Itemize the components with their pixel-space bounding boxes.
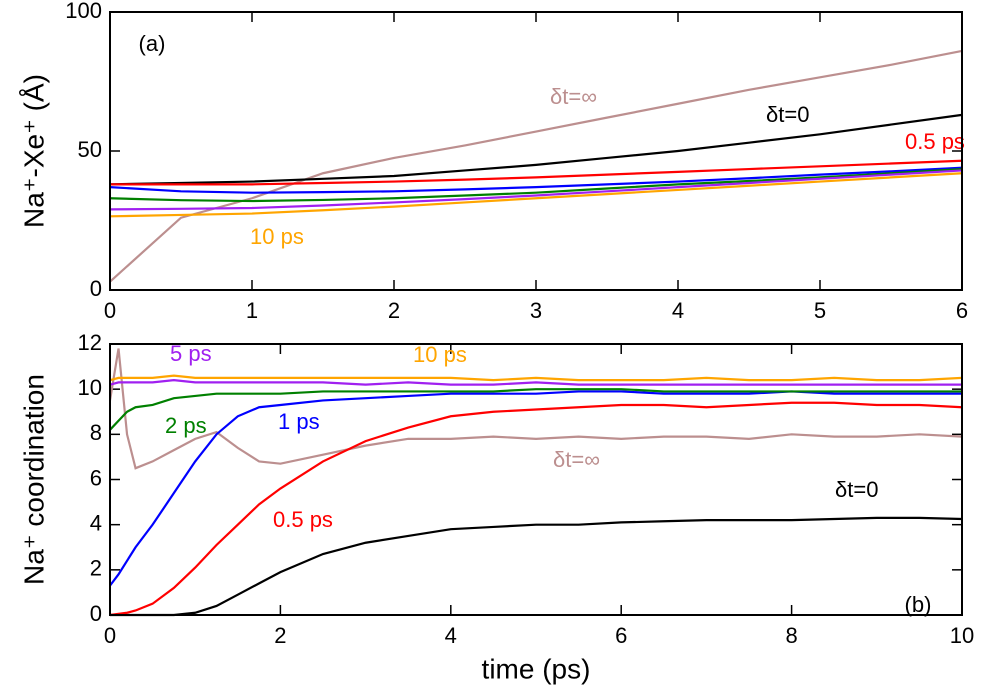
series-label: δt=∞ [553, 447, 600, 472]
x-tick-label: 10 [950, 623, 974, 648]
series-line [109, 169, 963, 211]
x-tick-label: 6 [956, 298, 968, 323]
series-line [110, 516, 963, 617]
series-line [110, 159, 963, 186]
plot-frame [109, 11, 963, 291]
series-label: 10 ps [413, 342, 467, 367]
x-tick-label: 4 [672, 298, 684, 323]
y-tick-label: 8 [90, 420, 102, 445]
x-tick-label: 8 [785, 623, 797, 648]
x-tick-label: 4 [445, 623, 457, 648]
series-line [109, 166, 963, 194]
y-axis-label: Na⁺-Xe⁺ (Å) [18, 74, 49, 228]
series-line [109, 401, 963, 617]
series-label: 0.5 ps [273, 507, 333, 532]
x-tick-label: 2 [274, 623, 286, 648]
x-tick-label: 3 [530, 298, 542, 323]
x-tick-label: 5 [814, 298, 826, 323]
series-label: δt=∞ [550, 84, 597, 109]
series-label: δt=0 [766, 102, 809, 127]
series-line [109, 374, 963, 382]
x-tick-label: 1 [246, 298, 258, 323]
y-tick-label: 0 [90, 601, 102, 626]
series-label: 10 ps [250, 224, 304, 249]
series-label: 2 ps [165, 413, 207, 438]
y-tick-label: 12 [78, 330, 102, 355]
series-line [109, 379, 962, 386]
x-tick-label: 6 [615, 623, 627, 648]
panel-label: (a) [139, 31, 166, 56]
x-tick-label: 2 [388, 298, 400, 323]
series-line [109, 388, 962, 431]
panel-label: (b) [905, 592, 932, 617]
series-line [108, 348, 963, 470]
series-line [109, 113, 963, 186]
series-line [109, 49, 963, 283]
y-axis-label: Na⁺ coordination [18, 374, 49, 585]
y-tick-label: 6 [90, 465, 102, 490]
x-axis-label: time (ps) [482, 653, 591, 684]
y-tick-label: 2 [90, 556, 102, 581]
series-label: δt=0 [835, 477, 878, 502]
y-tick-label: 0 [90, 276, 102, 301]
plot-frame [109, 343, 963, 616]
series-label: 1 ps [278, 409, 320, 434]
series-label: 0.5 ps [905, 129, 965, 154]
y-tick-label: 100 [65, 0, 102, 23]
x-tick-label: 0 [104, 298, 116, 323]
y-tick-label: 10 [78, 375, 102, 400]
x-tick-label: 0 [104, 623, 116, 648]
y-tick-label: 50 [78, 137, 102, 162]
series-line [109, 167, 963, 203]
series-line [109, 172, 963, 218]
y-tick-label: 4 [90, 510, 102, 535]
